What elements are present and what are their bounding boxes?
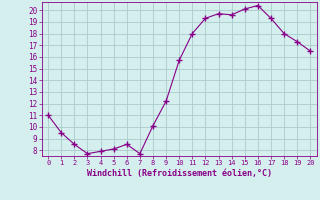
- X-axis label: Windchill (Refroidissement éolien,°C): Windchill (Refroidissement éolien,°C): [87, 169, 272, 178]
